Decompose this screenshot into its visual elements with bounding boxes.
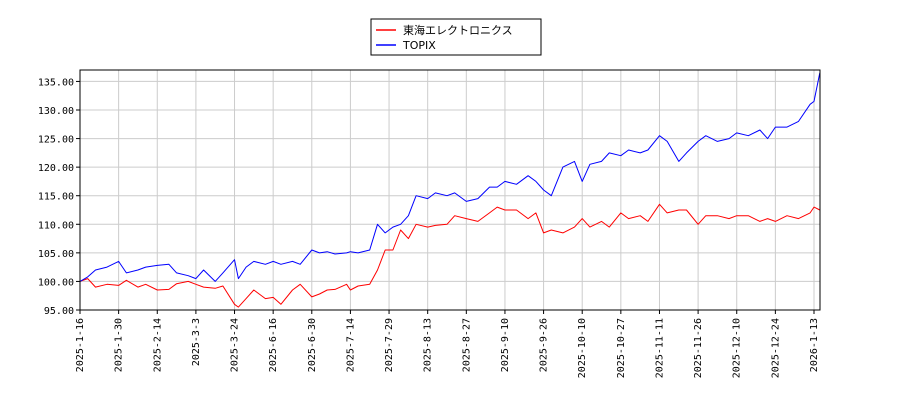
x-tick-label: 2026-1-13 <box>809 318 820 372</box>
x-tick-label: 2025-11-26 <box>693 318 704 378</box>
x-tick-label: 2025-6-30 <box>307 318 318 372</box>
y-axis: 95.00 100.00 105.00 110.00 115.00 120.00 125.0… <box>38 77 80 317</box>
x-tick-label: 2025-9-26 <box>539 318 550 372</box>
y-tick-label: 110.00 <box>38 220 74 231</box>
y-tick-label: 120.00 <box>38 163 74 174</box>
y-tick-label: 115.00 <box>38 192 74 203</box>
x-tick-label: 2025-8-27 <box>461 318 472 372</box>
x-tick-label: 2025-3-24 <box>230 318 241 372</box>
legend: 東海エレクトロニクス TOPIX <box>370 18 542 56</box>
legend-label-topix: TOPIX <box>402 39 436 52</box>
x-tick-label: 2025-1-16 <box>75 318 86 372</box>
x-axis: 2025-1-16 2025-1-30 2025-2-14 2025-3-3 2025-… <box>75 310 820 378</box>
x-tick-label: 2025-8-13 <box>423 318 434 372</box>
x-tick-label: 2025-1-30 <box>114 318 125 372</box>
x-tick-label: 2025-12-24 <box>770 318 781 378</box>
x-tick-label: 2025-2-14 <box>152 318 163 372</box>
x-tick-label: 2025-7-29 <box>384 318 395 372</box>
x-tick-label: 2025-3-3 <box>191 318 202 366</box>
y-tick-label: 95.00 <box>44 306 74 317</box>
y-tick-label: 100.00 <box>38 277 74 288</box>
x-tick-label: 2025-10-10 <box>577 318 588 378</box>
grid-layer <box>79 70 820 311</box>
y-tick-label: 105.00 <box>38 249 74 260</box>
x-tick-label: 2025-9-10 <box>500 318 511 372</box>
x-tick-label: 2025-6-16 <box>268 318 279 372</box>
series-layer <box>79 72 821 308</box>
legend-label-toukai: 東海エレクトロニクス <box>403 23 513 37</box>
x-tick-label: 2025-12-10 <box>732 318 743 378</box>
plot-frame <box>79 69 821 311</box>
x-tick-label: 2025-11-11 <box>654 318 665 378</box>
y-tick-label: 130.00 <box>38 106 74 117</box>
series-line-toukai <box>79 203 821 308</box>
y-tick-label: 125.00 <box>38 135 74 146</box>
y-tick-label: 135.00 <box>38 77 74 88</box>
x-tick-label: 2025-10-27 <box>616 318 627 378</box>
series-line-topix <box>79 72 821 282</box>
legend-box <box>370 18 542 56</box>
x-tick-label: 2025-7-14 <box>345 318 356 372</box>
